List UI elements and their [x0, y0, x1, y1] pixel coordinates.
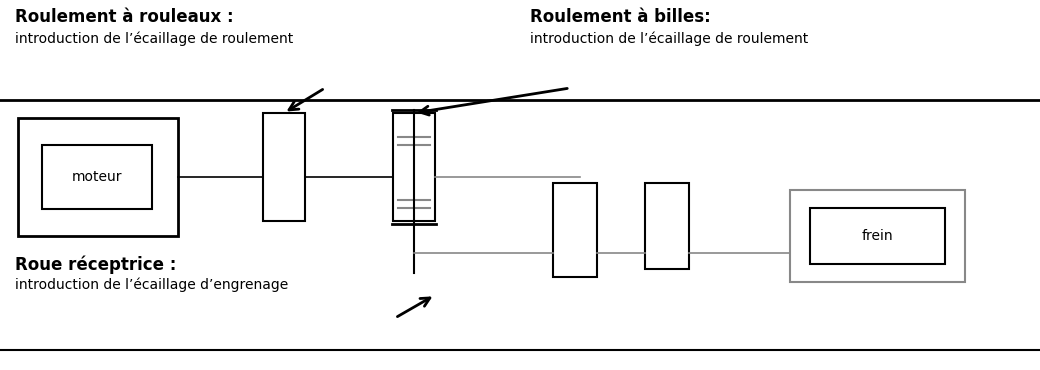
Text: introduction de l’écaillage d’engrenage: introduction de l’écaillage d’engrenage: [15, 278, 288, 293]
Bar: [553, 183, 597, 277]
Text: Roulement à rouleaux :: Roulement à rouleaux :: [15, 8, 234, 26]
Bar: [790, 190, 965, 282]
Bar: [263, 113, 305, 221]
Text: frein: frein: [862, 229, 893, 243]
Text: introduction de l’écaillage de roulement: introduction de l’écaillage de roulement: [15, 32, 293, 47]
Text: moteur: moteur: [72, 170, 123, 184]
Bar: [810, 208, 945, 264]
Bar: [42, 145, 152, 209]
Bar: [645, 183, 690, 269]
Text: Roue réceptrice :: Roue réceptrice :: [15, 255, 177, 273]
Text: Roulement à billes:: Roulement à billes:: [530, 8, 710, 26]
Bar: [18, 118, 178, 236]
Bar: [393, 113, 435, 221]
Text: introduction de l’écaillage de roulement: introduction de l’écaillage de roulement: [530, 32, 808, 47]
